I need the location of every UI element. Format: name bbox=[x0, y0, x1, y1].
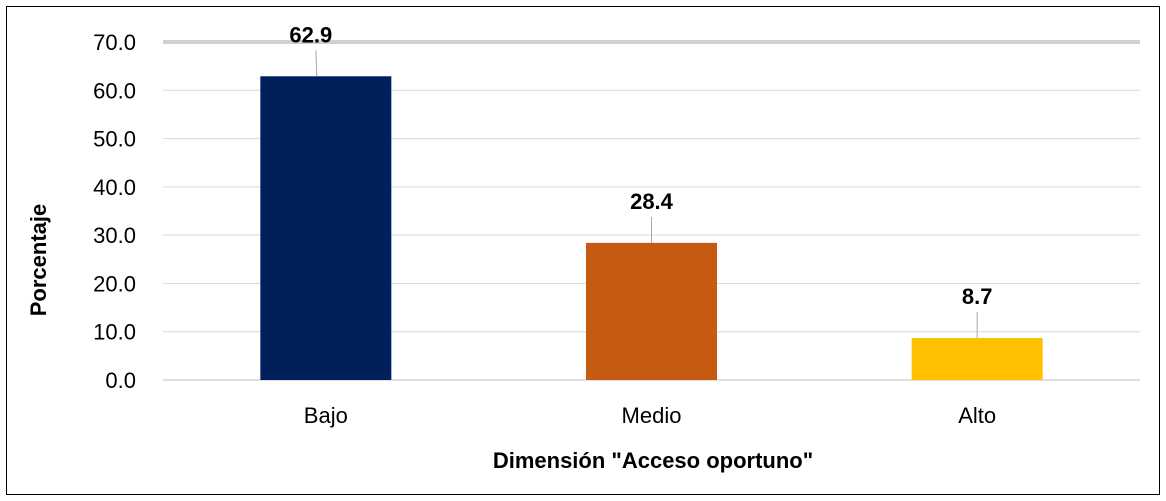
data-label-alto: 8.7 bbox=[962, 284, 993, 309]
x-tick-label: Medio bbox=[622, 403, 682, 428]
y-axis-title: Porcentaje bbox=[26, 204, 51, 317]
bar-alto bbox=[911, 337, 1043, 380]
bar-medio bbox=[586, 242, 717, 380]
x-tick-label: Bajo bbox=[304, 403, 348, 428]
y-tick-label: 60.0 bbox=[93, 78, 136, 103]
data-label-bajo: 62.9 bbox=[289, 22, 332, 47]
x-tick-label: Alto bbox=[958, 403, 996, 428]
x-axis-title: Dimensión "Acceso oportuno" bbox=[493, 448, 813, 473]
chart-frame bbox=[6, 6, 1160, 495]
y-tick-label: 10.0 bbox=[93, 320, 136, 345]
x-axis-ticks: Bajo Medio Alto bbox=[304, 403, 996, 428]
data-label-medio: 28.4 bbox=[630, 189, 674, 214]
bar-bajo bbox=[260, 76, 392, 380]
y-tick-label: 70.0 bbox=[93, 30, 136, 55]
y-tick-label: 20.0 bbox=[93, 271, 136, 296]
y-tick-label: 30.0 bbox=[93, 223, 136, 248]
y-tick-label: 50.0 bbox=[93, 127, 136, 152]
data-labels: 62.9 28.4 8.7 bbox=[289, 22, 992, 309]
data-label-leader bbox=[315, 50, 318, 77]
y-axis-ticks: 0.0 10.0 20.0 30.0 40.0 50.0 60.0 70.0 bbox=[93, 30, 136, 393]
data-label-leaders bbox=[315, 50, 978, 338]
y-tick-label: 0.0 bbox=[105, 368, 136, 393]
bars bbox=[260, 76, 1043, 380]
y-tick-label: 40.0 bbox=[93, 175, 136, 200]
